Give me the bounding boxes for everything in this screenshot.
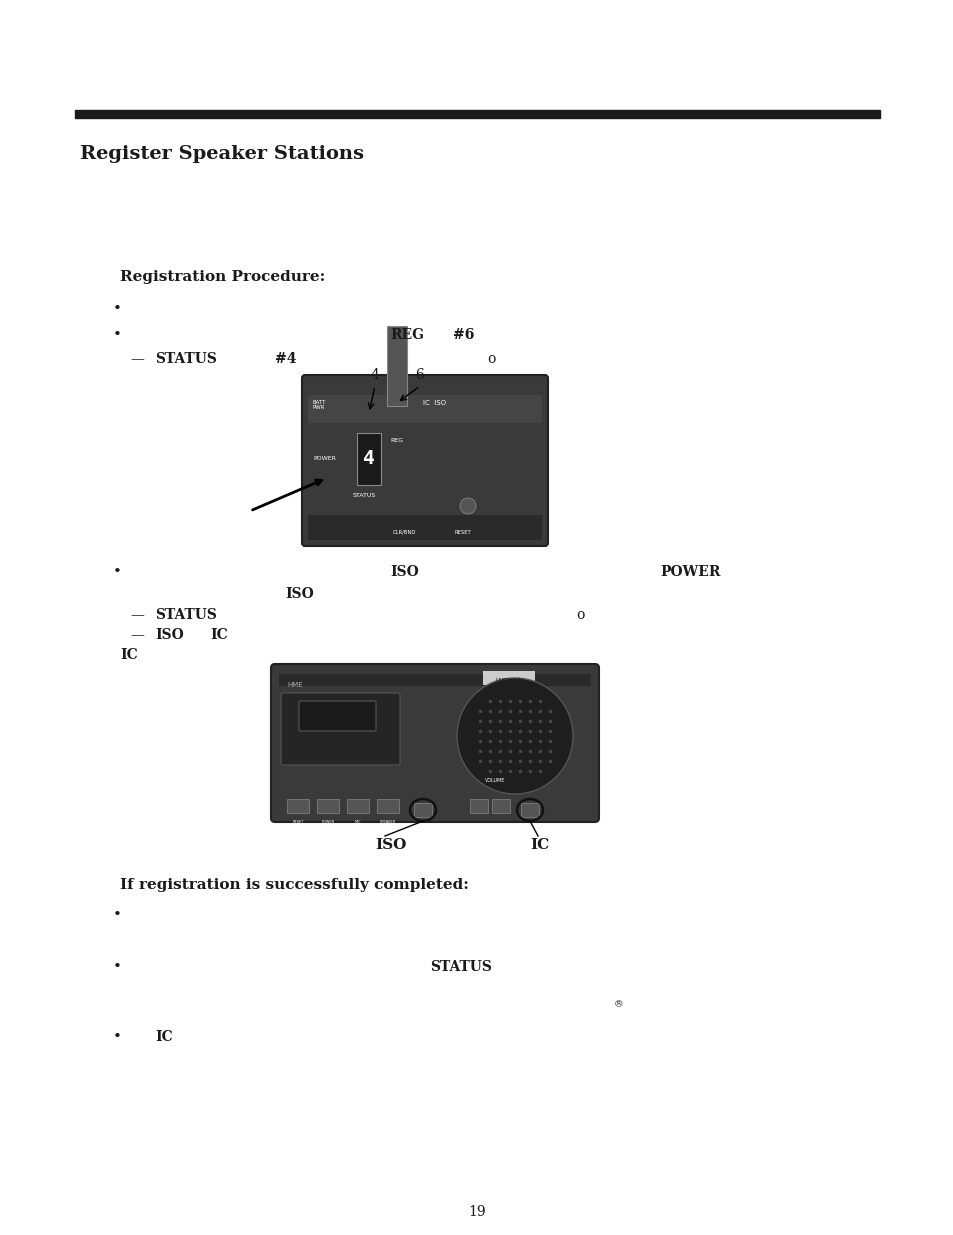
Bar bbox=[387, 326, 407, 406]
Text: o: o bbox=[576, 608, 584, 622]
Text: ISO: ISO bbox=[390, 564, 418, 579]
Bar bbox=[316, 799, 338, 813]
Bar bbox=[520, 803, 538, 818]
Bar bbox=[492, 799, 510, 813]
Text: #4: #4 bbox=[274, 352, 296, 366]
FancyBboxPatch shape bbox=[302, 375, 547, 546]
Bar bbox=[308, 395, 541, 424]
Text: —: — bbox=[130, 608, 144, 622]
Text: SPEAKER: SPEAKER bbox=[379, 820, 395, 824]
Circle shape bbox=[456, 678, 573, 794]
Text: POWER: POWER bbox=[321, 820, 335, 824]
Text: BATT
PWR: BATT PWR bbox=[313, 400, 326, 410]
Text: •: • bbox=[112, 303, 122, 316]
Circle shape bbox=[459, 498, 476, 514]
Bar bbox=[414, 803, 432, 818]
Bar bbox=[482, 671, 535, 685]
Text: 6: 6 bbox=[416, 368, 424, 382]
Text: —: — bbox=[130, 352, 144, 366]
Text: HME: HME bbox=[287, 682, 302, 688]
Text: MIC: MIC bbox=[355, 820, 361, 824]
Text: •: • bbox=[112, 1030, 122, 1044]
Text: IC: IC bbox=[154, 1030, 172, 1044]
Text: REG: REG bbox=[390, 437, 403, 442]
Text: VOLUME: VOLUME bbox=[484, 778, 505, 783]
Bar bbox=[376, 799, 398, 813]
Text: IC: IC bbox=[530, 839, 549, 852]
FancyBboxPatch shape bbox=[298, 701, 375, 731]
Bar bbox=[278, 674, 590, 685]
Text: o: o bbox=[486, 352, 495, 366]
Text: ISO: ISO bbox=[285, 587, 314, 601]
Text: WS200: WS200 bbox=[496, 678, 522, 687]
Text: Registration Procedure:: Registration Procedure: bbox=[120, 270, 325, 284]
Text: 4: 4 bbox=[370, 368, 379, 382]
Text: STATUS: STATUS bbox=[353, 493, 375, 498]
Bar bbox=[356, 433, 380, 485]
Text: ISO: ISO bbox=[375, 839, 406, 852]
Text: ISO: ISO bbox=[154, 629, 184, 642]
Text: STATUS: STATUS bbox=[154, 352, 216, 366]
Text: STATUS: STATUS bbox=[430, 960, 492, 974]
Bar bbox=[347, 799, 369, 813]
Text: —: — bbox=[130, 629, 144, 642]
Text: •: • bbox=[112, 908, 122, 923]
Text: CLR/BND: CLR/BND bbox=[393, 530, 416, 535]
Text: IC: IC bbox=[210, 629, 228, 642]
FancyBboxPatch shape bbox=[271, 664, 598, 823]
Text: •: • bbox=[112, 329, 122, 342]
Bar bbox=[308, 515, 541, 540]
Text: POWER: POWER bbox=[313, 456, 335, 461]
Bar bbox=[75, 110, 879, 119]
Text: RESET: RESET bbox=[292, 820, 303, 824]
Text: 19: 19 bbox=[468, 1205, 485, 1219]
Text: •: • bbox=[112, 960, 122, 974]
Text: REG: REG bbox=[390, 329, 423, 342]
Text: Register Speaker Stations: Register Speaker Stations bbox=[80, 144, 364, 163]
Text: #6: #6 bbox=[453, 329, 474, 342]
Text: If registration is successfully completed:: If registration is successfully complete… bbox=[120, 878, 468, 892]
FancyBboxPatch shape bbox=[281, 693, 399, 764]
Text: RESET: RESET bbox=[455, 530, 471, 535]
Text: 4: 4 bbox=[363, 450, 375, 468]
Bar bbox=[470, 799, 488, 813]
Text: •: • bbox=[112, 564, 122, 579]
Bar bbox=[287, 799, 309, 813]
Text: ®: ® bbox=[614, 1000, 623, 1009]
Text: IC: IC bbox=[120, 648, 137, 662]
Text: IC  ISO: IC ISO bbox=[422, 400, 446, 406]
Text: STATUS: STATUS bbox=[154, 608, 216, 622]
Text: POWER: POWER bbox=[659, 564, 720, 579]
